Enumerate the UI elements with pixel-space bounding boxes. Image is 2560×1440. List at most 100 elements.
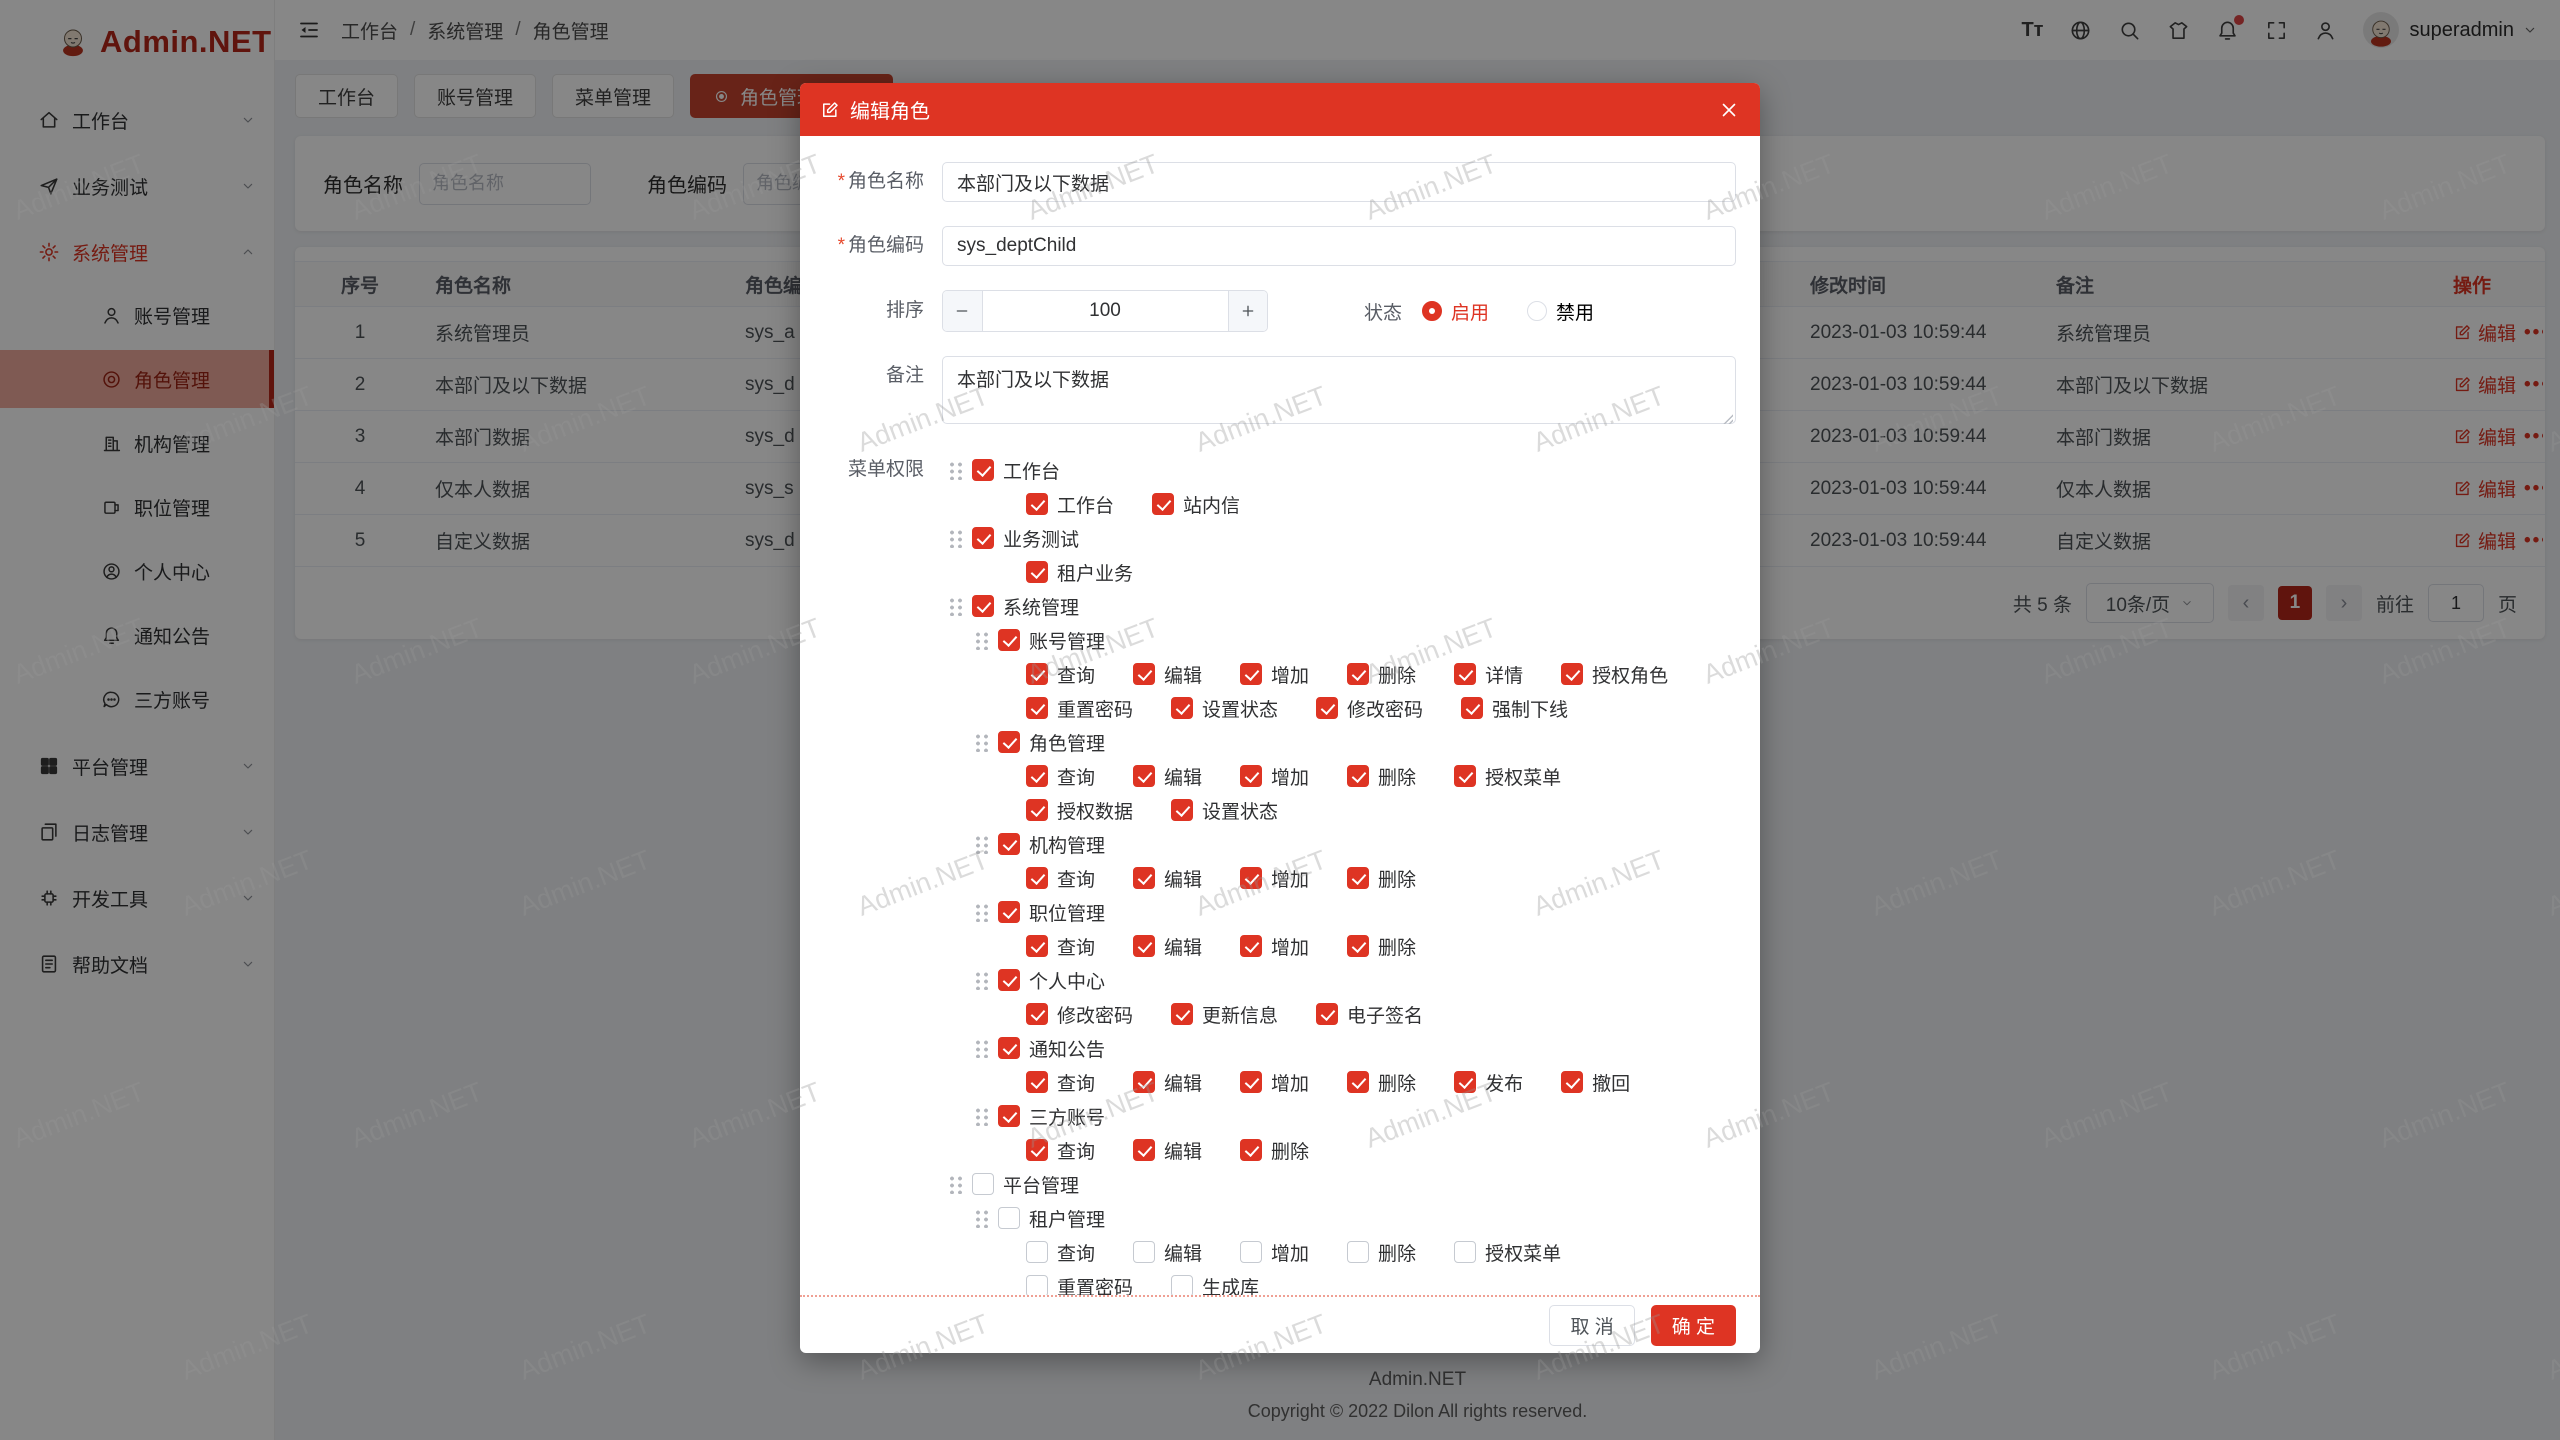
fullscreen-icon[interactable] (2265, 19, 2288, 42)
checkbox-checked[interactable] (1347, 765, 1370, 787)
tree-leaf-生成库[interactable]: 生成库 (1171, 1269, 1259, 1295)
tree-leaf-删除[interactable]: 删除 (1347, 929, 1416, 963)
tree-leaf-发布[interactable]: 发布 (1454, 1065, 1523, 1099)
tree-leaf-租户业务[interactable]: 租户业务 (1026, 555, 1133, 589)
more-actions-button[interactable]: ••• (2524, 477, 2543, 499)
checkbox-unchecked[interactable] (1026, 1275, 1048, 1295)
drag-handle-icon[interactable] (974, 630, 989, 650)
checkbox-checked[interactable] (1240, 765, 1263, 787)
checkbox-checked[interactable] (1316, 697, 1339, 719)
tree-node-label[interactable]: 租户管理 (1029, 1209, 1106, 1231)
tree-leaf-电子签名[interactable]: 电子签名 (1316, 997, 1423, 1031)
checkbox-checked[interactable] (1454, 765, 1477, 787)
checkbox-unchecked[interactable] (1240, 1241, 1263, 1263)
sidebar-item-帮助文档[interactable]: 帮助文档 (0, 936, 274, 992)
checkbox-checked[interactable] (998, 901, 1020, 923)
checkbox-checked[interactable] (1240, 867, 1263, 889)
checkbox-checked[interactable] (1133, 663, 1156, 685)
sidebar-subitem-职位管理[interactable]: 职位管理 (0, 478, 274, 536)
more-actions-button[interactable]: ••• (2524, 373, 2543, 395)
tree-leaf-强制下线[interactable]: 强制下线 (1461, 691, 1568, 725)
tree-leaf-设置状态[interactable]: 设置状态 (1171, 691, 1278, 725)
drag-handle-icon[interactable] (974, 902, 989, 922)
tree-node-label[interactable]: 系统管理 (1003, 597, 1080, 619)
checkbox-checked[interactable] (1026, 697, 1048, 719)
remark-textarea[interactable]: 本部门及以下数据 (942, 356, 1736, 424)
checkbox-checked[interactable] (1171, 697, 1194, 719)
theme-icon[interactable] (2167, 19, 2190, 42)
edit-row-button[interactable]: 编辑 (2453, 475, 2516, 502)
tree-leaf-删除[interactable]: 删除 (1240, 1133, 1309, 1167)
tree-leaf-修改密码[interactable]: 修改密码 (1316, 691, 1423, 725)
tree-leaf-设置状态[interactable]: 设置状态 (1171, 793, 1278, 827)
tree-leaf-撤回[interactable]: 撤回 (1561, 1065, 1630, 1099)
checkbox-unchecked[interactable] (1347, 1241, 1370, 1263)
tree-leaf-重置密码[interactable]: 重置密码 (1026, 691, 1133, 725)
edit-row-button[interactable]: 编辑 (2453, 527, 2516, 554)
checkbox-checked[interactable] (1454, 663, 1477, 685)
tab-账号管理[interactable]: 账号管理 (414, 74, 537, 118)
tab-工作台[interactable]: 工作台 (295, 74, 399, 118)
tree-node-label[interactable]: 通知公告 (1029, 1039, 1106, 1061)
sidebar-subitem-个人中心[interactable]: 个人中心 (0, 542, 274, 600)
breadcrumb-item[interactable]: 工作台 (341, 21, 399, 43)
checkbox-checked[interactable] (1240, 1139, 1263, 1161)
prev-page-button[interactable]: ‹ (2227, 585, 2264, 621)
checkbox-checked[interactable] (1561, 663, 1584, 685)
checkbox-checked[interactable] (1026, 1139, 1048, 1161)
tree-leaf-增加[interactable]: 增加 (1240, 657, 1309, 691)
tree-leaf-查询[interactable]: 查询 (1026, 861, 1095, 895)
page-size-select[interactable]: 10条/页 (2085, 583, 2214, 623)
tree-leaf-授权菜单[interactable]: 授权菜单 (1454, 759, 1561, 793)
tree-node-label[interactable]: 账号管理 (1029, 631, 1106, 653)
checkbox-checked[interactable] (1026, 1003, 1048, 1025)
cancel-button[interactable]: 取 消 (1549, 1304, 1635, 1346)
checkbox-checked[interactable] (1347, 1071, 1370, 1093)
checkbox-checked[interactable] (1133, 1071, 1156, 1093)
tree-leaf-删除[interactable]: 删除 (1347, 657, 1416, 691)
tree-leaf-站内信[interactable]: 站内信 (1152, 487, 1240, 521)
tree-leaf-编辑[interactable]: 编辑 (1133, 1065, 1202, 1099)
tree-node-label[interactable]: 机构管理 (1029, 835, 1106, 857)
checkbox-checked[interactable] (972, 595, 994, 617)
checkbox-checked[interactable] (1561, 1071, 1584, 1093)
tree-leaf-查询[interactable]: 查询 (1026, 929, 1095, 963)
sidebar-item-业务测试[interactable]: 业务测试 (0, 158, 274, 214)
tree-node-label[interactable]: 个人中心 (1029, 971, 1106, 993)
checkbox-checked[interactable] (1026, 561, 1048, 583)
edit-row-button[interactable]: 编辑 (2453, 319, 2516, 346)
checkbox-checked[interactable] (1316, 1003, 1339, 1025)
tree-leaf-增加[interactable]: 增加 (1240, 929, 1309, 963)
tree-leaf-编辑[interactable]: 编辑 (1133, 861, 1202, 895)
tree-leaf-授权数据[interactable]: 授权数据 (1026, 793, 1133, 827)
stepper-increase-button[interactable] (1227, 291, 1267, 331)
tree-node-label[interactable]: 角色管理 (1029, 733, 1106, 755)
role-name-input[interactable] (942, 162, 1736, 202)
checkbox-checked[interactable] (1347, 663, 1370, 685)
tree-node-label[interactable]: 工作台 (1003, 461, 1061, 483)
checkbox-unchecked[interactable] (1026, 1241, 1048, 1263)
tree-leaf-查询[interactable]: 查询 (1026, 759, 1095, 793)
collapse-menu-icon[interactable] (297, 18, 321, 42)
drag-handle-icon[interactable] (974, 834, 989, 854)
drag-handle-icon[interactable] (948, 596, 963, 616)
sidebar-subitem-通知公告[interactable]: 通知公告 (0, 606, 274, 664)
sidebar-subitem-三方账号[interactable]: 三方账号 (0, 670, 274, 728)
checkbox-checked[interactable] (1133, 765, 1156, 787)
drag-handle-icon[interactable] (974, 1208, 989, 1228)
sidebar-subitem-机构管理[interactable]: 机构管理 (0, 414, 274, 472)
checkbox-checked[interactable] (1026, 799, 1048, 821)
checkbox-checked[interactable] (1026, 493, 1048, 515)
tree-leaf-编辑[interactable]: 编辑 (1133, 657, 1202, 691)
language-icon[interactable] (2069, 19, 2092, 42)
checkbox-checked[interactable] (998, 969, 1020, 991)
checkbox-checked[interactable] (998, 1105, 1020, 1127)
tree-leaf-增加[interactable]: 增加 (1240, 1235, 1309, 1269)
checkbox-checked[interactable] (1026, 663, 1048, 685)
checkbox-checked[interactable] (1026, 935, 1048, 957)
next-page-button[interactable]: › (2325, 585, 2362, 621)
checkbox-checked[interactable] (1240, 1071, 1263, 1093)
status-radio-禁用[interactable]: 禁用 (1527, 298, 1594, 325)
checkbox-checked[interactable] (1171, 1003, 1194, 1025)
sidebar-item-工作台[interactable]: 工作台 (0, 92, 274, 148)
